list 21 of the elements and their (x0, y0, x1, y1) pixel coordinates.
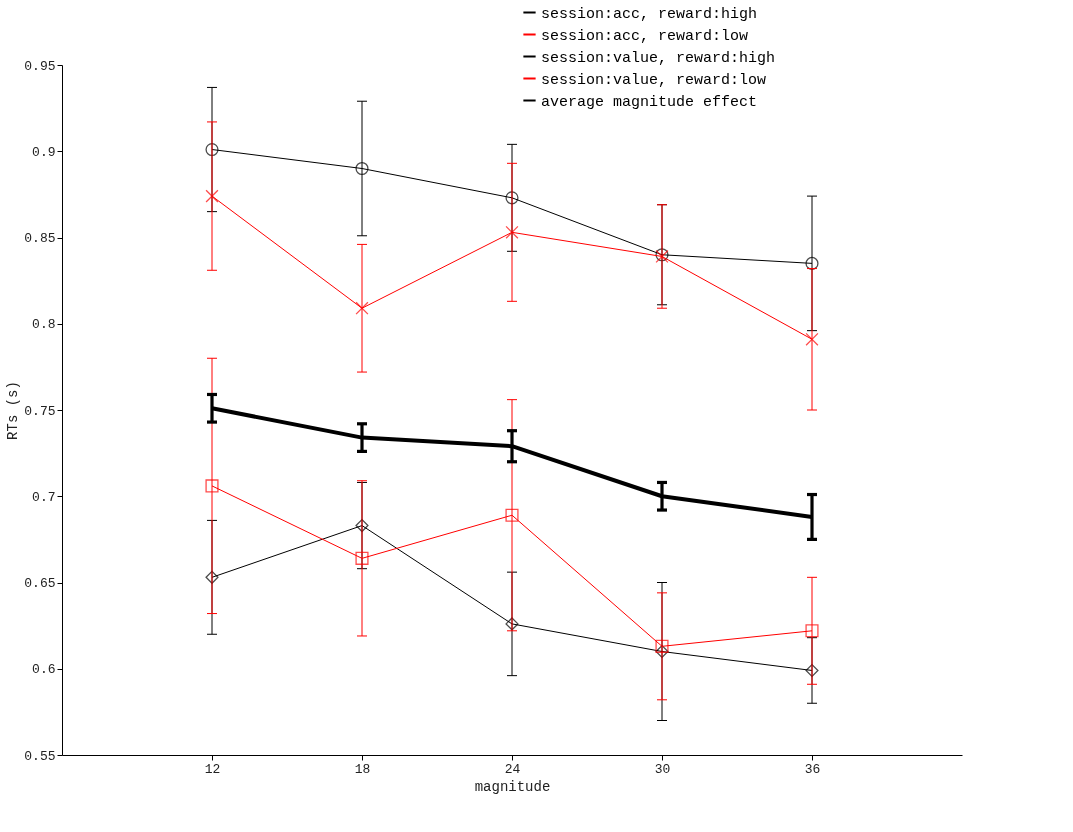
y-tick-label: 0.6 (32, 662, 56, 678)
y-tick-label: 0.7 (32, 489, 56, 505)
x-tick-label: 12 (204, 761, 221, 777)
x-axis-title: magnitude (474, 778, 551, 795)
x-tick-label: 36 (804, 761, 821, 777)
y-tick-label: 0.55 (24, 748, 56, 764)
y-axis-title: RTs (s) (5, 381, 22, 440)
x-tick-label: 18 (354, 761, 371, 777)
y-tick-label: 0.75 (24, 403, 56, 419)
legend-label: session:value, reward:low (541, 71, 767, 89)
legend-label: session:value, reward:high (541, 49, 776, 67)
y-tick-label: 0.65 (24, 576, 56, 591)
legend-label: session:acc, reward:high (541, 5, 758, 23)
y-tick-label: 0.9 (32, 144, 56, 160)
x-tick-label: 30 (654, 761, 671, 777)
legend-label: average magnitude effect (541, 93, 758, 111)
y-tick-label: 0.85 (24, 231, 56, 246)
legend-label: session:acc, reward:low (541, 27, 749, 45)
x-tick-label: 24 (504, 761, 521, 777)
y-tick-label: 0.95 (24, 58, 56, 74)
y-tick-label: 0.8 (32, 317, 56, 333)
